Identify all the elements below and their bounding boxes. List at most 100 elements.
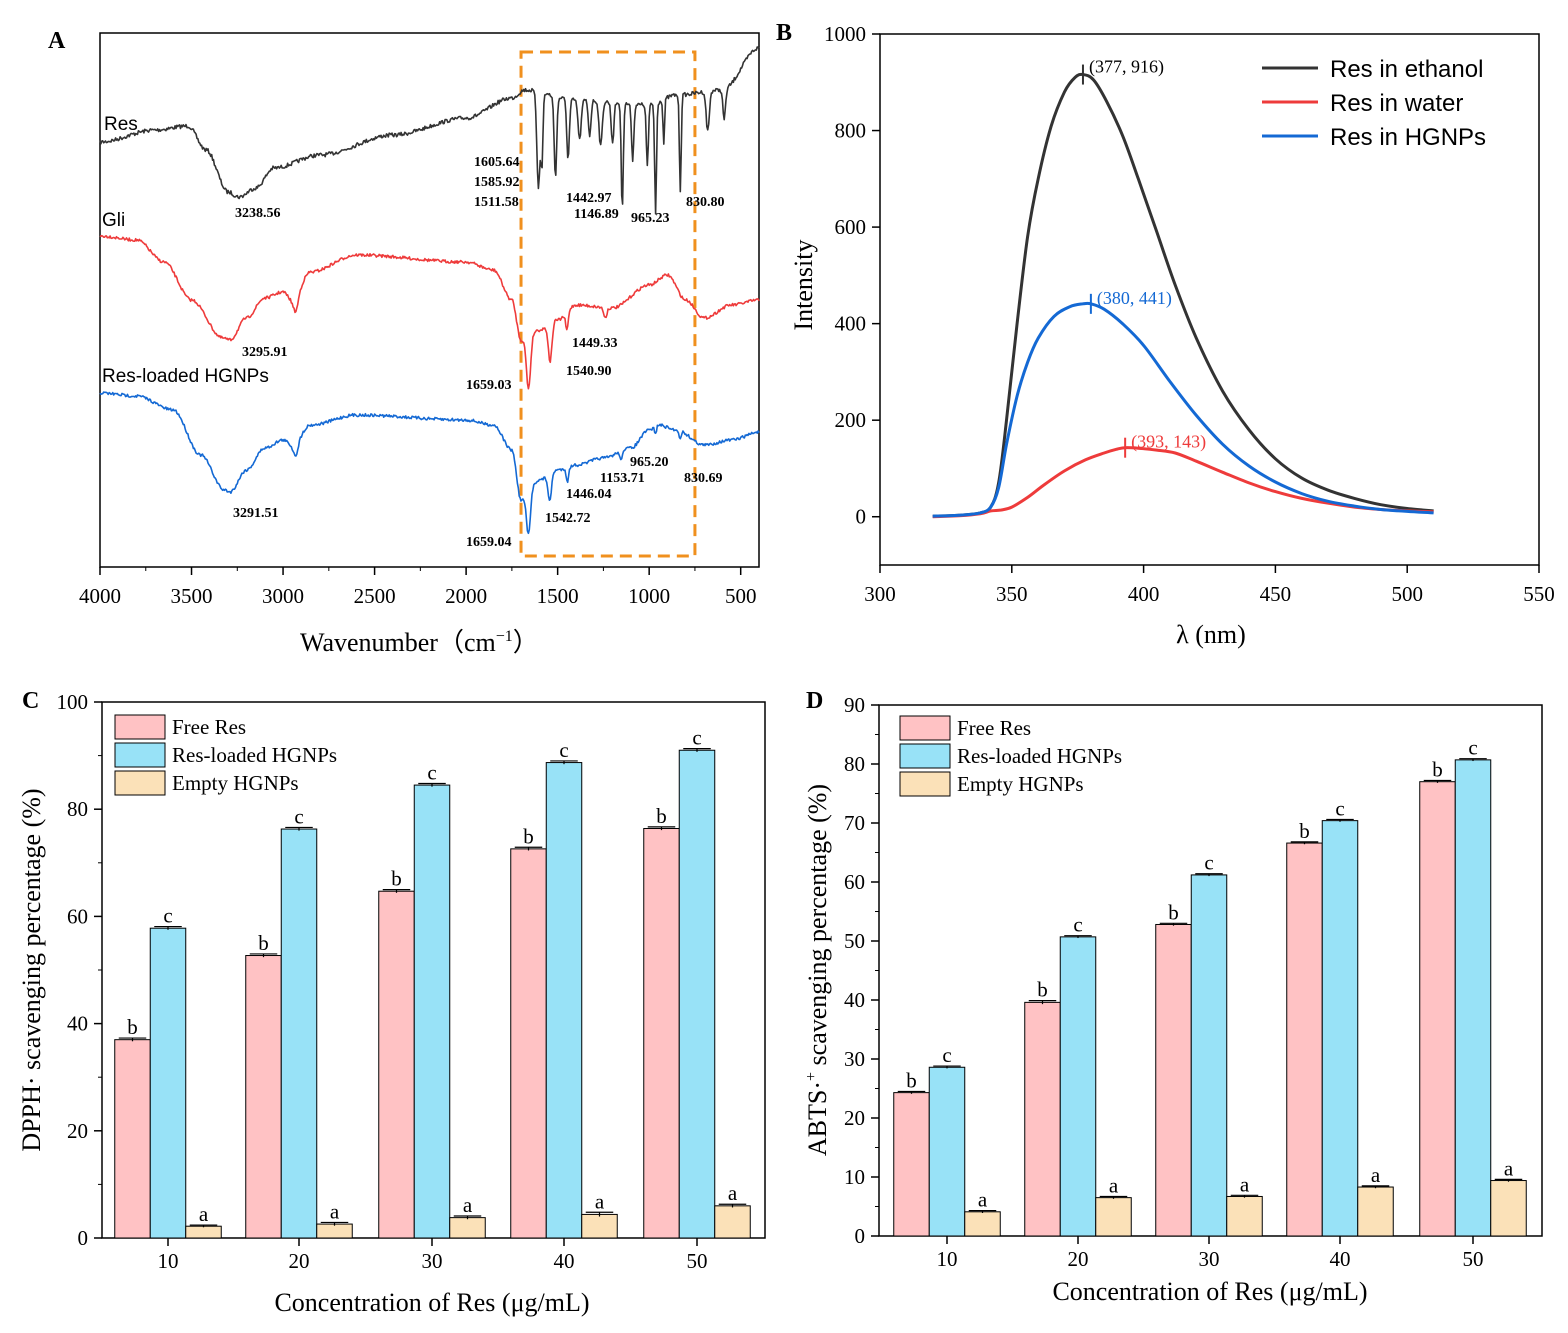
legend-label: Free Res [957,716,1031,740]
significance-letter: b [127,1015,138,1039]
panel-c-y-label: DPPH· scavenging percentage (%) [17,788,46,1151]
bar [1454,759,1492,1237]
peak-label: 3291.51 [233,506,279,521]
bar [964,1211,1001,1237]
bar [678,749,716,1239]
panel-b-x-label: λ (nm) [1176,620,1246,649]
y-tick-label: 80 [67,797,88,821]
panel-b-y-label: Intensity [789,240,818,331]
panel-c-letter: C [22,688,39,714]
bar [1226,1195,1263,1237]
significance-letter: a [463,1193,473,1217]
significance-letter: c [427,760,436,784]
panel-d-x-label: Concentration of Res (μg/mL) [1052,1277,1367,1306]
panel-a-letter: A [48,28,66,54]
bar [378,890,415,1239]
x-tick-label: 30 [422,1249,443,1273]
panel-a-x-label: Wavenumber（cm−1） [300,628,539,657]
significance-letter: b [1168,900,1179,924]
legend-swatch [114,714,166,740]
bar [1419,781,1456,1237]
y-tick-label: 50 [844,929,865,953]
panel-c-legend: Free Res Res-loaded HGNPs Empty HGNPs [114,714,337,796]
y-tick-label: 70 [844,811,865,835]
bar [280,828,318,1239]
series-label-res: Res [104,114,138,135]
legend-label: Res in HGNPs [1330,124,1486,151]
significance-letter: c [163,904,172,928]
y-tick-label: 0 [856,505,867,529]
panel-d-y-label: ABTS·+ scavenging percentage (%) [803,784,832,1156]
peak-label: 1542.72 [545,511,591,526]
bar [643,827,680,1239]
x-tick-label: 20 [1068,1247,1089,1271]
x-tick-label: 50 [687,1249,708,1273]
bar [114,1039,151,1239]
bar [1059,936,1097,1237]
peak-label: 965.20 [630,455,669,470]
y-tick-label: 60 [844,870,865,894]
y-tick-label: 90 [844,693,865,717]
bar [185,1225,222,1239]
significance-letter: a [199,1202,209,1226]
panel-a-ftir: A 4000 3500 3000 2500 2000 1500 1000 500 3238.5… [48,28,760,657]
panel-c-bars: b c a b c a b c a b c a b c a [114,726,751,1239]
significance-letter: c [1335,796,1344,820]
significance-letter: a [1240,1172,1250,1196]
legend-swatch [899,715,951,741]
significance-letter: b [258,931,269,955]
significance-letter: a [978,1188,988,1212]
y-tick-label: 1000 [824,22,866,46]
legend-label: Res in ethanol [1330,56,1483,83]
fluorescence-curves: (377, 916) (393, 143) (380, 441) [932,57,1434,519]
x-tick-label: 50 [1463,1247,1484,1271]
significance-letter: a [1371,1163,1381,1187]
significance-letter: c [1073,913,1082,937]
peak-label: 830.80 [686,195,725,210]
peak-label: 1659.03 [466,378,512,393]
legend-swatch [899,743,951,769]
y-tick-label: 10 [844,1165,865,1189]
highlight-box [519,50,697,558]
x-tick-label: 550 [1523,582,1555,606]
bar [1155,923,1192,1237]
significance-letter: a [1504,1156,1514,1180]
bar [545,762,583,1239]
bar [928,1066,966,1237]
legend-swatch [114,770,166,796]
x-tick-label: 450 [1260,582,1292,606]
y-tick-label: 100 [57,690,89,714]
significance-letter: b [523,824,534,848]
x-tick-label: 40 [1330,1247,1351,1271]
x-tick-label: 1000 [628,584,670,608]
series-label-gli: Gli [102,210,125,231]
significance-letter: c [294,804,303,828]
panel-b-fluorescence: B 300 350 400 450 500 550 0 200 400 600 800 1000 (3… [776,20,1555,649]
x-tick-label: 2000 [445,584,487,608]
peak-coordinate-label: (393, 143) [1131,432,1206,453]
x-tick-label: 3000 [262,584,304,608]
y-tick-label: 200 [835,408,867,432]
panel-b-letter: B [776,20,792,46]
peak-label: 1153.71 [600,471,645,486]
peak-coordinate-label: (380, 441) [1097,288,1172,309]
significance-letter: a [595,1189,605,1213]
bar [714,1205,751,1239]
significance-letter: b [1432,758,1443,782]
panel-a-x-ticks: 4000 3500 3000 2500 2000 1500 1000 500 [79,567,756,608]
panel-d-ticks: 0 10 20 30 40 50 60 70 80 90 10 20 30 40 50 [844,693,1484,1271]
x-tick-label: 20 [289,1249,310,1273]
peak-label: 3238.56 [235,206,281,221]
curve-res-in-ethanol [932,72,1434,518]
x-tick-label: 4000 [79,584,121,608]
significance-letter: a [1109,1173,1119,1197]
y-tick-label: 400 [835,312,867,336]
bar [1490,1180,1527,1237]
peak-label: 3295.91 [242,345,288,360]
y-tick-label: 40 [67,1012,88,1036]
x-tick-label: 1500 [537,584,579,608]
y-tick-label: 0 [855,1224,866,1248]
peak-label: 1446.04 [566,487,612,502]
bar [316,1223,353,1239]
